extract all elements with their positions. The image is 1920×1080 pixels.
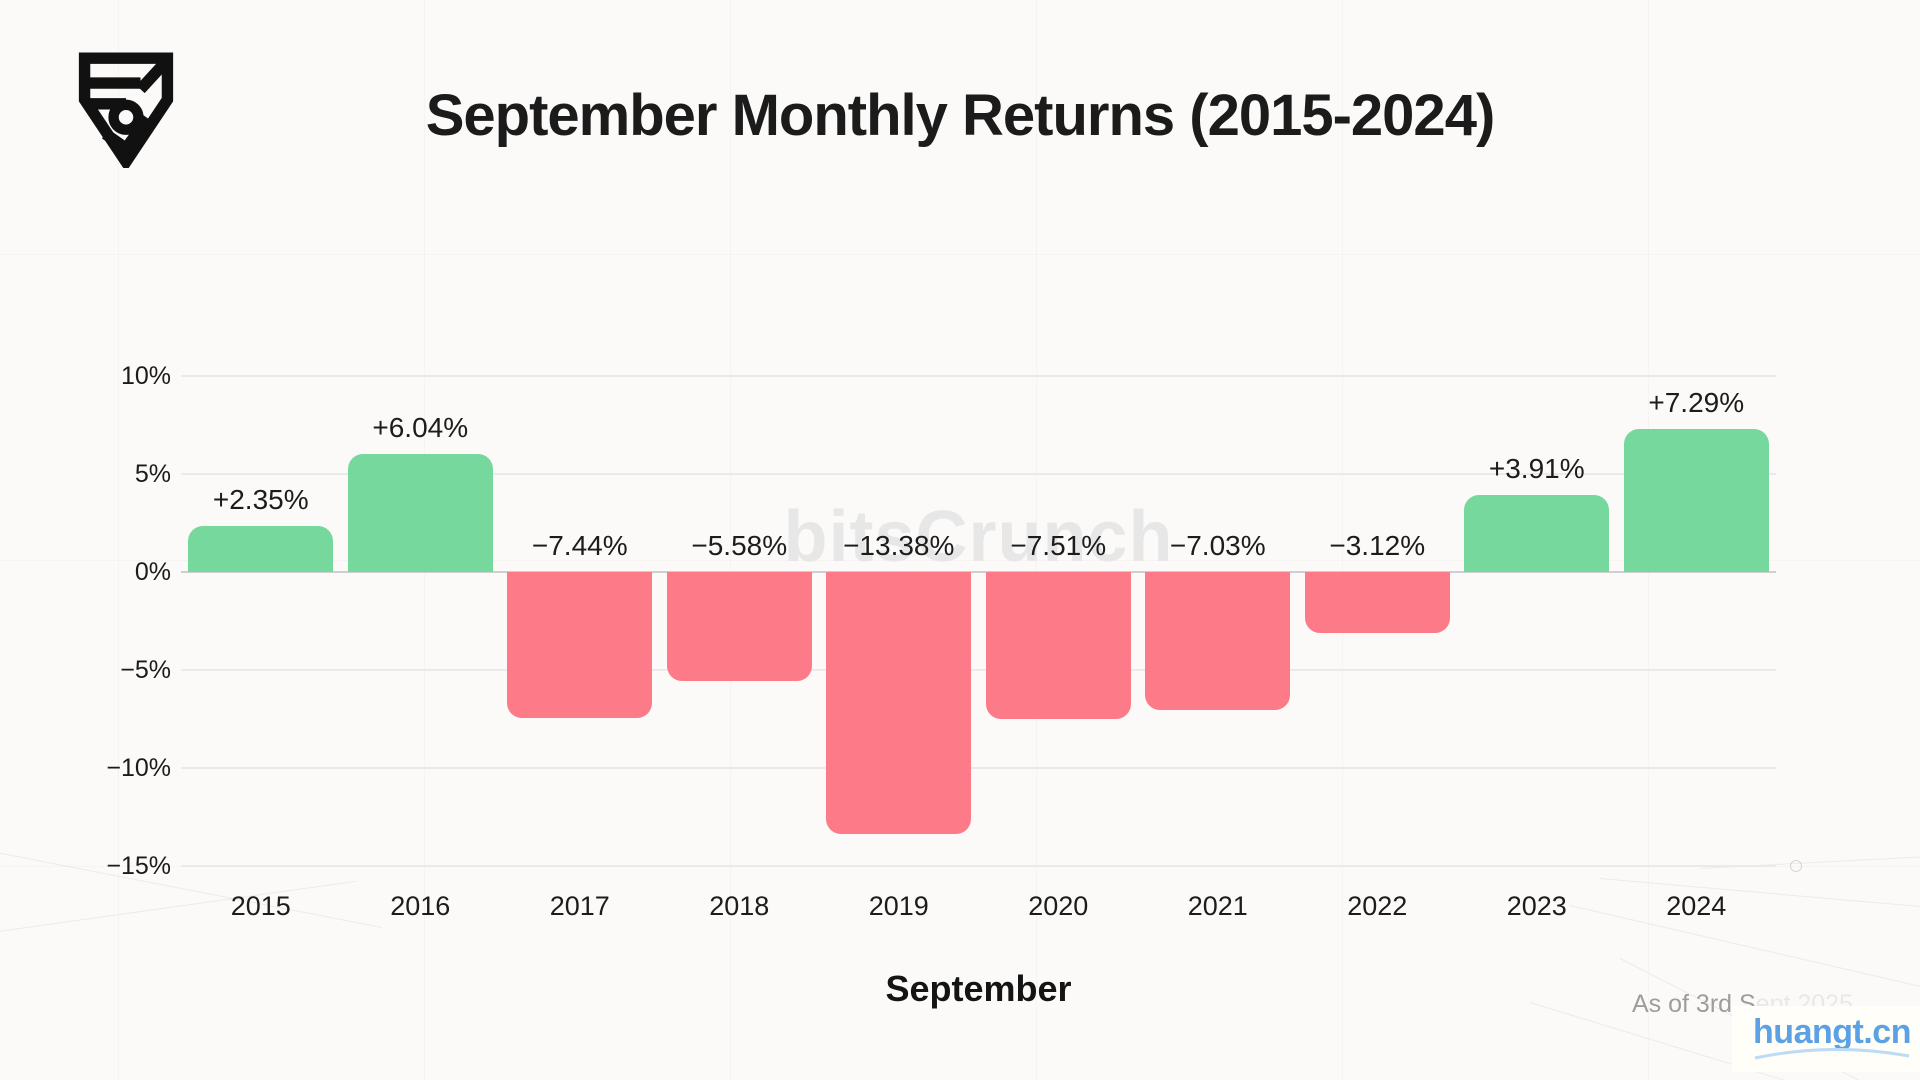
value-label-2019: −13.38% [843, 530, 955, 561]
bitscrunch-shield-logo-icon [78, 52, 174, 168]
bar-2024 [1623, 429, 1769, 572]
y-axis-labels: 10% 5% 0% −5% −10% −15% [40, 362, 171, 880]
x-axis-labels: 2015 2016 2017 2018 2019 2020 2021 2022 2023 2024 [181, 886, 1776, 928]
bar-2015 [188, 525, 334, 572]
bar-2022 [1304, 572, 1450, 634]
ytick-0%: 0% [134, 558, 171, 586]
huangt-watermark-text: huangt.cn [1753, 1013, 1911, 1051]
plot-area: bitsCrunch +2.35% +6.04% −7.44% −5.58% −13.3… [181, 375, 1776, 867]
value-label-2016: +6.04% [372, 411, 469, 443]
bar-2021 [1145, 572, 1291, 710]
xtick-2023: 2023 [1506, 891, 1567, 921]
bar-2019 [826, 572, 972, 835]
huangt-watermark-badge: huangt.cn [1732, 1006, 1920, 1072]
bar-2018 [666, 572, 812, 682]
bar-2020 [985, 572, 1131, 720]
value-label-2022: −3.12% [1329, 530, 1426, 561]
gridline-5% [181, 473, 1776, 475]
huangt-swoosh-icon [1754, 1048, 1910, 1060]
bitscrunch-watermark-text: bitsCrunch [783, 497, 1174, 577]
bar-2016 [347, 453, 493, 572]
ytick-−15%: −15% [106, 852, 171, 880]
bar-2023 [1464, 495, 1610, 572]
xtick-2018: 2018 [709, 891, 770, 921]
xtick-2015: 2015 [230, 891, 291, 921]
ytick-−10%: −10% [106, 754, 171, 782]
ytick-−5%: −5% [120, 656, 171, 684]
value-label-2023: +3.91% [1488, 453, 1585, 485]
decor-circle [1790, 860, 1802, 872]
x-axis-title: September [885, 968, 1072, 1009]
ytick-10%: 10% [120, 362, 171, 390]
xtick-2016: 2016 [390, 891, 451, 921]
xtick-2020: 2020 [1028, 891, 1089, 921]
value-label-2020: −7.51% [1010, 530, 1107, 561]
ytick-5%: 5% [134, 460, 171, 488]
value-label-2017: −7.44% [531, 530, 628, 561]
xtick-2019: 2019 [868, 891, 929, 921]
gridline-−10% [181, 767, 1776, 769]
gridline-−5% [181, 669, 1776, 671]
gridline-10% [181, 375, 1776, 377]
gridline-−15% [181, 865, 1776, 867]
chart-title: September Monthly Returns (2015-2024) [425, 83, 1496, 148]
value-label-2024: +7.29% [1648, 387, 1745, 419]
xtick-2022: 2022 [1347, 891, 1408, 921]
value-label-2021: −7.03% [1169, 530, 1266, 561]
bar-2017 [507, 572, 653, 718]
gridline-0% [181, 571, 1776, 573]
xtick-2024: 2024 [1666, 891, 1727, 921]
xtick-2017: 2017 [549, 891, 610, 921]
xtick-2021: 2021 [1187, 891, 1248, 921]
value-label-2015: +2.35% [212, 483, 309, 515]
value-label-2018: −5.58% [691, 530, 788, 561]
